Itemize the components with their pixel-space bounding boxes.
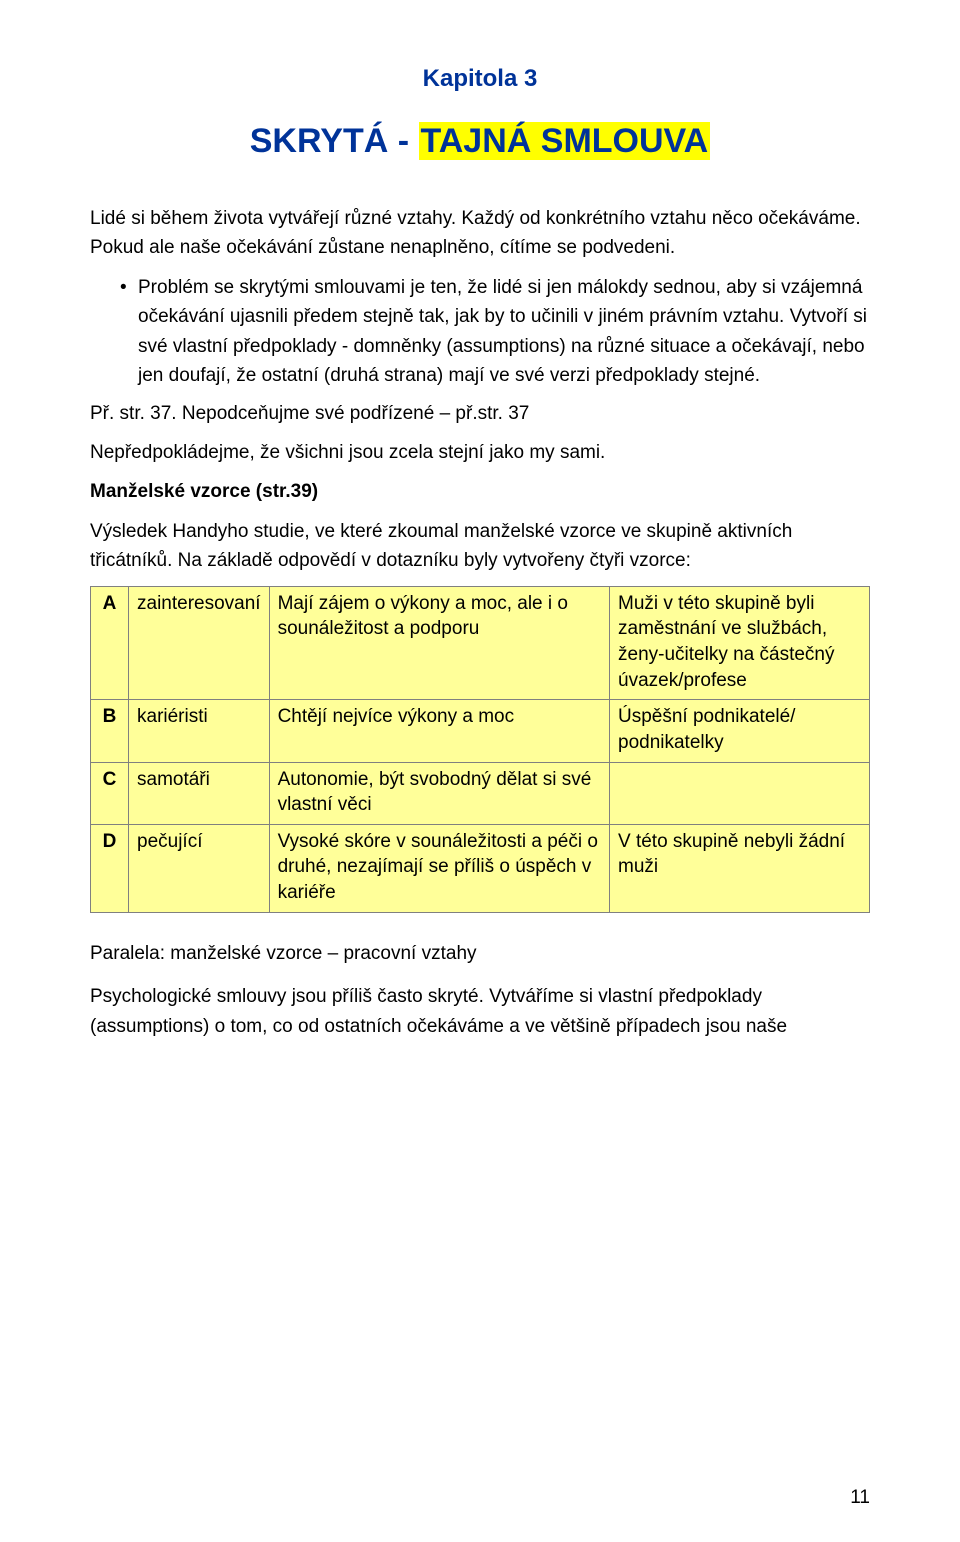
table-cell-code: A: [91, 586, 129, 700]
table-cell-desc: Chtějí nejvíce výkony a moc: [269, 700, 609, 762]
bullet-item: Problém se skrytými smlouvami je ten, že…: [120, 273, 870, 391]
table-cell-name: pečující: [129, 824, 270, 912]
closing-line-2: Psychologické smlouvy jsou příliš často …: [90, 982, 870, 1041]
table-cell-code: C: [91, 762, 129, 824]
table-cell-note: Muži v této skupině byli zaměstnání ve s…: [610, 586, 870, 700]
closing-block: Paralela: manželské vzorce – pracovní vz…: [90, 939, 870, 1041]
table-cell-code: B: [91, 700, 129, 762]
chapter-title-dash: -: [388, 122, 418, 160]
chapter-title-plain: SKRYTÁ: [250, 122, 389, 160]
table-cell-note: Úspěšní podnikatelé/ podnikatelky: [610, 700, 870, 762]
reference-line-1: Př. str. 37. Nepodceňujme své podřízené …: [90, 399, 870, 428]
section-intro: Výsledek Handyho studie, ve které zkouma…: [90, 517, 870, 576]
table-row: CsamotářiAutonomie, být svobodný dělat s…: [91, 762, 870, 824]
reference-line-2: Nepředpokládejme, že všichni jsou zcela …: [90, 438, 870, 467]
bullet-list: Problém se skrytými smlouvami je ten, že…: [90, 273, 870, 391]
table-cell-desc: Autonomie, být svobodný dělat si své vla…: [269, 762, 609, 824]
patterns-table: AzainteresovaníMají zájem o výkony a moc…: [90, 586, 870, 913]
chapter-title: SKRYTÁ - TAJNÁ SMLOUVA: [90, 115, 870, 168]
section-heading: Manželské vzorce (str.39): [90, 477, 870, 506]
table-cell-note: V této skupině nebyli žádní muži: [610, 824, 870, 912]
table-cell-note: [610, 762, 870, 824]
chapter-title-highlight: TAJNÁ SMLOUVA: [419, 122, 711, 160]
table-row: BkariéristiChtějí nejvíce výkony a mocÚs…: [91, 700, 870, 762]
chapter-number: Kapitola 3: [90, 60, 870, 97]
intro-paragraph: Lidé si během života vytvářejí různé vzt…: [90, 204, 870, 263]
table-cell-desc: Mají zájem o výkony a moc, ale i o souná…: [269, 586, 609, 700]
page-number: 11: [850, 1483, 870, 1512]
table-cell-name: zainteresovaní: [129, 586, 270, 700]
table-row: AzainteresovaníMají zájem o výkony a moc…: [91, 586, 870, 700]
table-cell-name: samotáři: [129, 762, 270, 824]
table-cell-name: kariéristi: [129, 700, 270, 762]
table-cell-code: D: [91, 824, 129, 912]
table-cell-desc: Vysoké skóre v sounáležitosti a péči o d…: [269, 824, 609, 912]
closing-line-1: Paralela: manželské vzorce – pracovní vz…: [90, 939, 870, 968]
table-row: DpečujícíVysoké skóre v sounáležitosti a…: [91, 824, 870, 912]
